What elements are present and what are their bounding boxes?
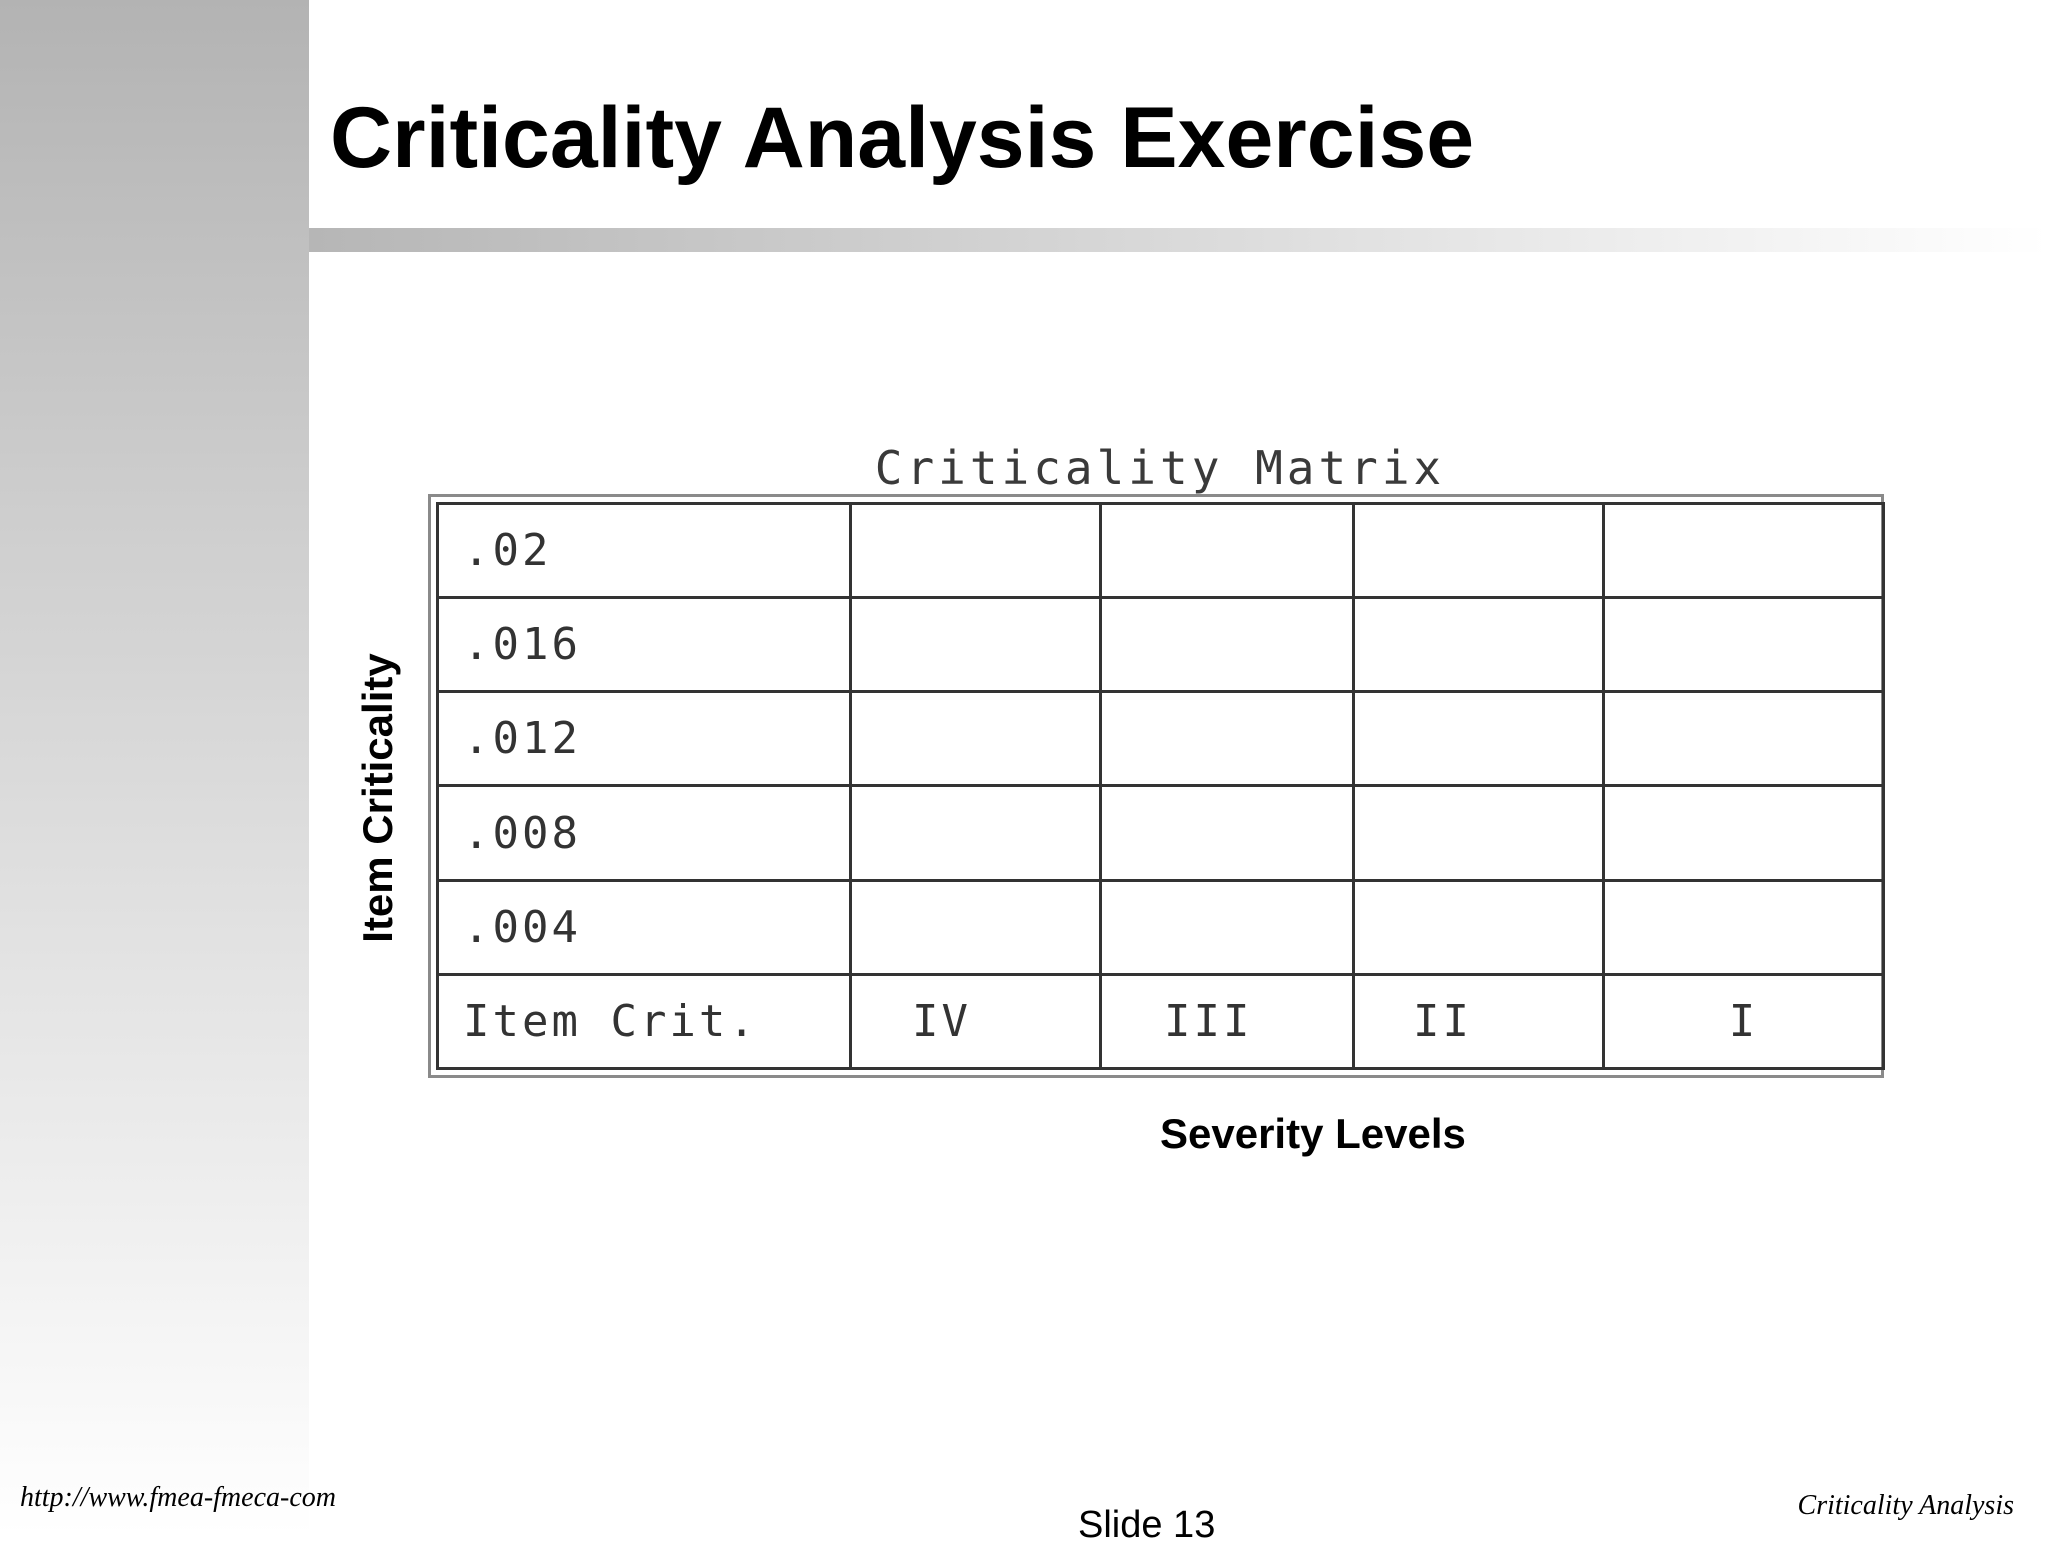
matrix-row: .004 xyxy=(436,878,1885,976)
matrix-cell xyxy=(1602,878,1885,976)
severity-level-i: I xyxy=(1602,972,1885,1071)
matrix-cell xyxy=(1352,878,1605,976)
severity-level-ii: II xyxy=(1352,972,1605,1071)
footer-topic: Criticality Analysis xyxy=(1797,1490,2014,1521)
y-axis-label: Item Criticality xyxy=(354,653,401,943)
matrix-cell xyxy=(1099,596,1355,694)
matrix-cell xyxy=(1602,784,1885,882)
severity-header-row: Item Crit. IV III II I xyxy=(436,972,1885,1071)
matrix-cell xyxy=(849,596,1102,694)
matrix-table: .02 .016 .012 .008 xyxy=(436,501,1885,1071)
matrix-cell xyxy=(849,501,1102,600)
row-label: .016 xyxy=(436,596,852,694)
matrix-cell xyxy=(1352,501,1605,600)
matrix-cell xyxy=(1602,690,1885,788)
matrix-row: .016 xyxy=(436,596,1885,694)
matrix-row: .012 xyxy=(436,690,1885,788)
sidebar-gradient xyxy=(0,0,309,1536)
matrix-cell xyxy=(1352,596,1605,694)
matrix-cell xyxy=(849,784,1102,882)
matrix-cell xyxy=(1602,501,1885,600)
row-label: .012 xyxy=(436,690,852,788)
matrix-cell xyxy=(1099,878,1355,976)
matrix-row: .02 xyxy=(436,501,1885,600)
matrix-cell xyxy=(1099,690,1355,788)
matrix-row: .008 xyxy=(436,784,1885,882)
row-label: .004 xyxy=(436,878,852,976)
matrix-cell xyxy=(1602,596,1885,694)
x-axis-label: Severity Levels xyxy=(1160,1110,1466,1157)
corner-label: Item Crit. xyxy=(436,972,852,1071)
page-title: Criticality Analysis Exercise xyxy=(330,90,1475,186)
matrix-cell xyxy=(1352,690,1605,788)
footer-url: http://www.fmea-fmeca-com xyxy=(20,1482,336,1513)
row-label: .008 xyxy=(436,784,852,882)
title-divider xyxy=(309,228,2048,252)
criticality-matrix: .02 .016 .012 .008 xyxy=(428,494,1885,1078)
severity-level-iii: III xyxy=(1099,972,1355,1071)
matrix-cell xyxy=(1099,501,1355,600)
matrix-cell xyxy=(1099,784,1355,882)
matrix-cell xyxy=(1352,784,1605,882)
row-label: .02 xyxy=(436,501,852,600)
matrix-cell xyxy=(849,878,1102,976)
slide-number: Slide 13 xyxy=(1078,1504,1216,1546)
matrix-caption: Criticality Matrix xyxy=(874,441,1446,495)
severity-level-iv: IV xyxy=(849,972,1102,1071)
matrix-cell xyxy=(849,690,1102,788)
